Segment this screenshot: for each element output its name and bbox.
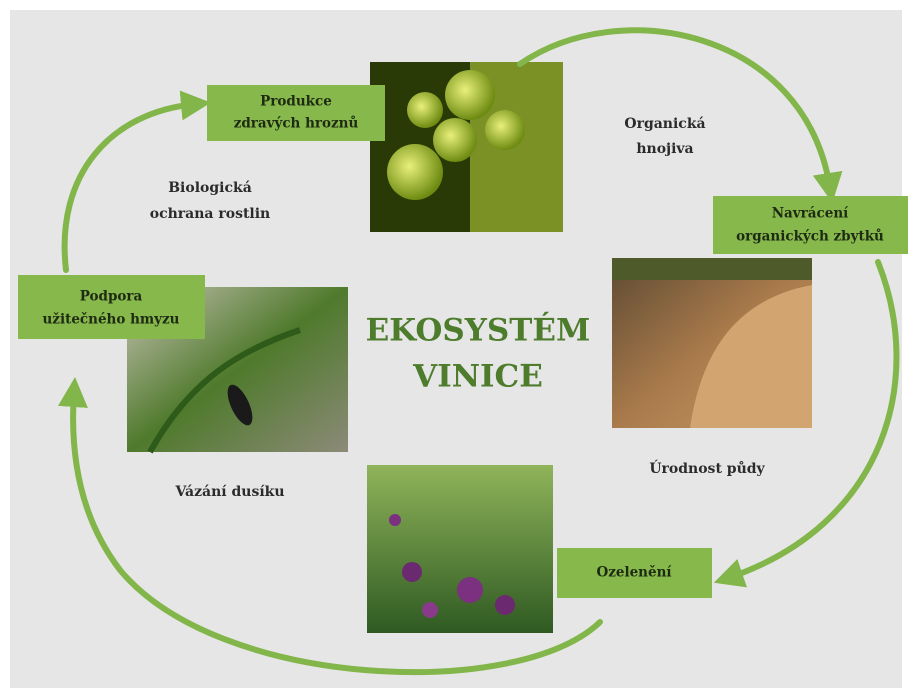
edge-label: Organická — [624, 116, 705, 132]
node-label: organických zbytků — [736, 229, 884, 245]
clover-photo — [367, 465, 553, 633]
edge-label: Úrodnost půdy — [649, 459, 765, 477]
edge-label: Vázání dusíku — [174, 484, 284, 500]
edge-label: hnojiva — [636, 141, 693, 157]
node-label: zdravých hroznů — [234, 116, 359, 132]
node-label: užitečného hmyzu — [42, 312, 179, 328]
grape-photo — [370, 62, 563, 232]
edge-label: ochrana rostlin — [150, 206, 271, 222]
diagram-title: VINICE — [412, 359, 543, 395]
soil-photo — [612, 258, 812, 428]
node-label: Podpora — [80, 289, 143, 305]
diagram: Produkce zdravých hroznů Navrácení organ… — [0, 0, 912, 698]
node-box — [18, 275, 205, 339]
node-label: Ozelenění — [596, 565, 672, 581]
diagram-title: EKOSYSTÉM — [366, 311, 591, 349]
node-label: Produkce — [260, 94, 332, 110]
edge-label: Biologická — [168, 180, 252, 196]
node-label: Navrácení — [772, 206, 849, 222]
